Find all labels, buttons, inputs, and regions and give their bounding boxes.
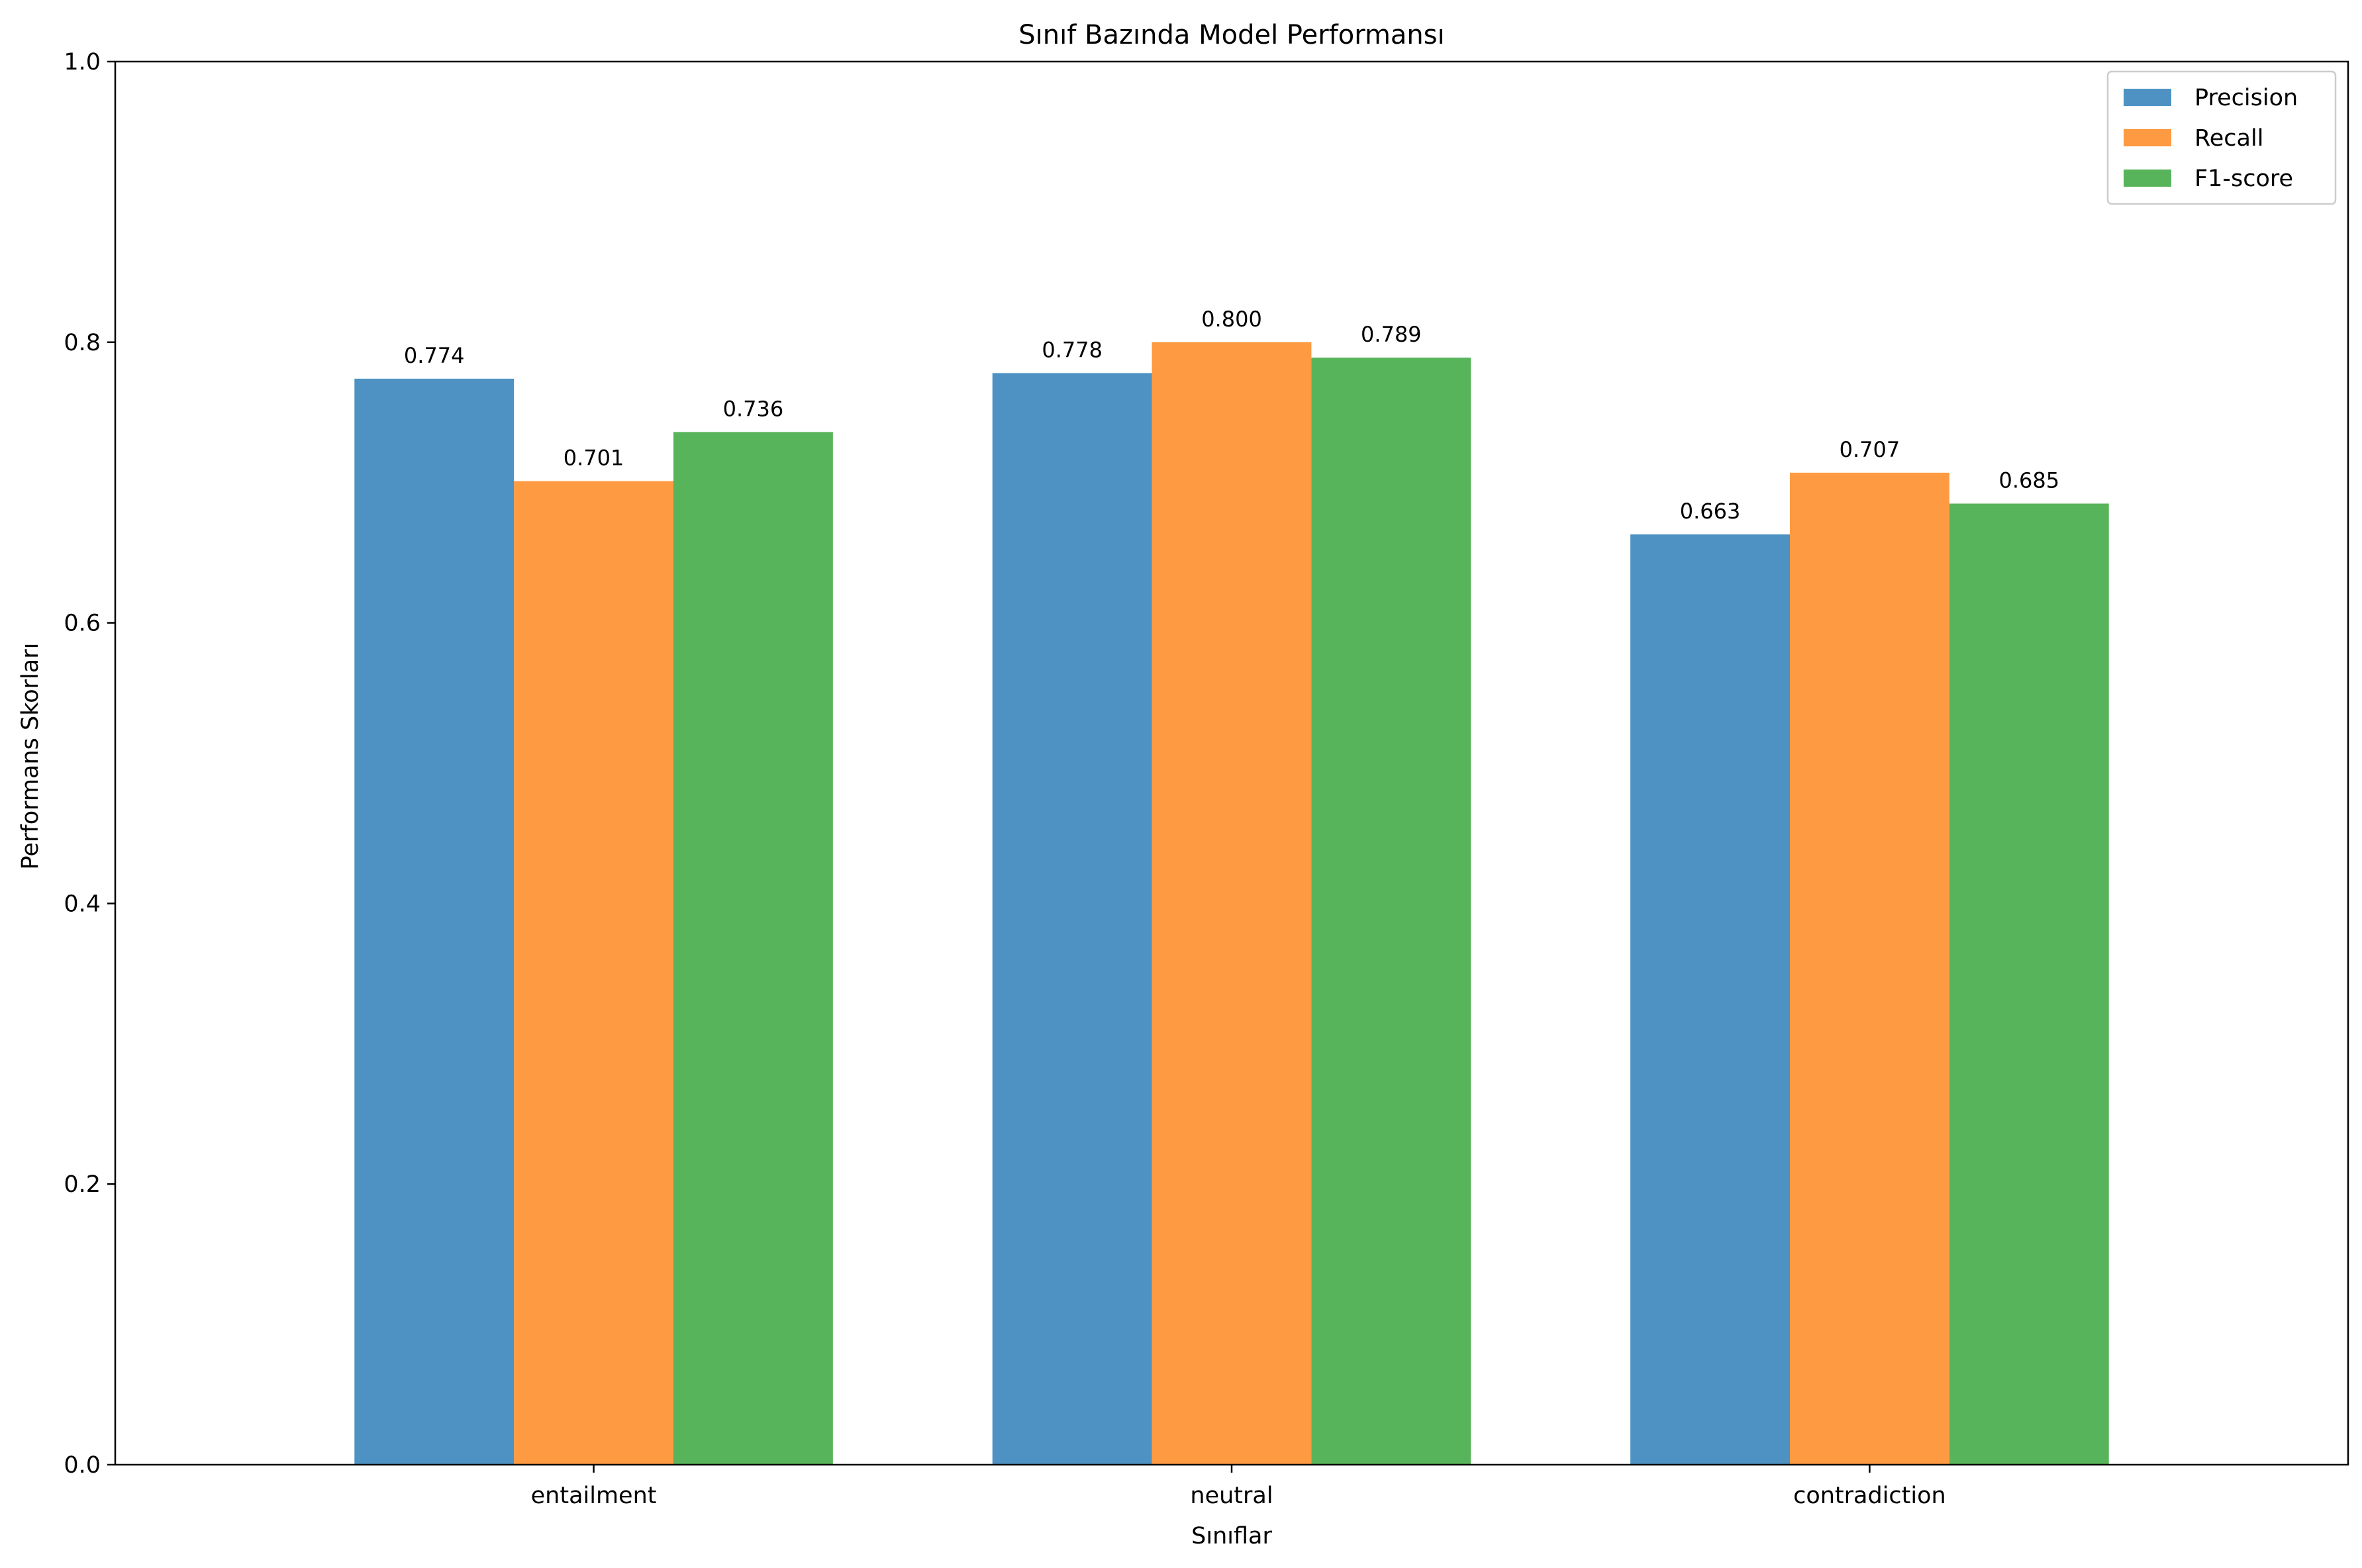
x-tick-label-contradiction: contradiction	[1793, 1483, 1946, 1509]
data-label-precision-contradiction: 0.663	[1680, 499, 1741, 524]
bar-recall-neutral	[1152, 342, 1312, 1465]
data-label-f1-score-neutral: 0.789	[1361, 322, 1422, 347]
x-axis: entailment neutral contradiction	[531, 1465, 1946, 1509]
bars-group	[354, 342, 2109, 1465]
bar-recall-entailment	[514, 481, 673, 1465]
data-label-f1-score-contradiction: 0.685	[1998, 467, 2059, 493]
legend: Precision Recall F1-score	[2106, 70, 2337, 205]
bar-f1-score-neutral	[1311, 358, 1471, 1465]
bar-f1-score-entailment	[673, 432, 833, 1465]
data-label-precision-entailment: 0.774	[404, 343, 465, 368]
bar-recall-contradiction	[1790, 472, 1949, 1465]
x-tick-label-entailment: entailment	[531, 1483, 657, 1509]
chart-title: Sınıf Bazında Model Performansı	[1018, 20, 1444, 50]
data-label-recall-neutral: 0.800	[1201, 307, 1262, 332]
data-label-f1-score-entailment: 0.736	[723, 396, 784, 421]
y-tick-label: 0.0	[64, 1452, 101, 1479]
data-label-precision-neutral: 0.778	[1042, 337, 1103, 362]
bar-f1-score-contradiction	[1949, 503, 2109, 1465]
y-axis-label: Performans Skorları	[17, 643, 44, 870]
bar-precision-entailment	[354, 378, 515, 1465]
legend-swatch-recall	[2124, 129, 2171, 146]
y-tick-label: 0.8	[64, 330, 101, 356]
x-tick-label-neutral: neutral	[1190, 1483, 1273, 1509]
y-tick-label: 0.2	[64, 1171, 101, 1198]
bar-precision-neutral	[992, 373, 1152, 1465]
y-axis: 0.0 0.2 0.4 0.6 0.8 1.0	[64, 49, 115, 1479]
y-tick-label: 1.0	[64, 49, 101, 75]
x-axis-label: Sınıflar	[1191, 1523, 1272, 1549]
legend-label-precision: Precision	[2194, 85, 2298, 111]
y-tick-label: 0.4	[64, 891, 101, 917]
legend-swatch-precision	[2124, 89, 2171, 106]
y-tick-label: 0.6	[64, 611, 101, 637]
data-labels-group: 0.774 0.701 0.736 0.778 0.800 0.789 0.663 0.707…	[404, 307, 2059, 524]
data-label-recall-entailment: 0.701	[564, 446, 624, 471]
legend-swatch-f1-score	[2124, 170, 2171, 187]
bar-precision-contradiction	[1630, 534, 1790, 1465]
legend-label-recall: Recall	[2194, 125, 2263, 152]
data-label-recall-contradiction: 0.707	[1840, 437, 1900, 462]
legend-label-f1-score: F1-score	[2194, 166, 2293, 192]
